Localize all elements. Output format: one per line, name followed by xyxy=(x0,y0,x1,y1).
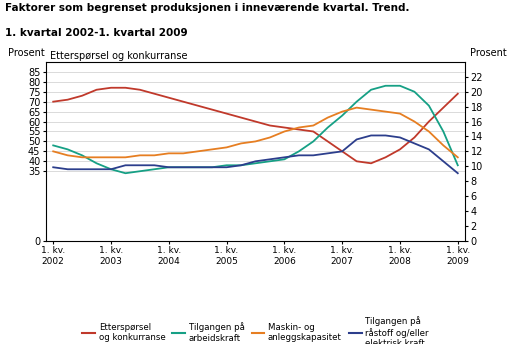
Text: Prosent: Prosent xyxy=(8,49,45,58)
Text: 1. kvartal 2002-1. kvartal 2009: 1. kvartal 2002-1. kvartal 2009 xyxy=(5,28,188,37)
Legend: Etterspørsel
og konkurranse, Tilgangen på
arbeidskraft, Maskin- og
anleggskapasi: Etterspørsel og konkurranse, Tilgangen p… xyxy=(79,313,432,344)
Text: Prosent: Prosent xyxy=(470,49,507,58)
Text: Etterspørsel og konkurranse: Etterspørsel og konkurranse xyxy=(50,51,188,61)
Text: Faktorer som begrenset produksjonen i inneværende kvartal. Trend.: Faktorer som begrenset produksjonen i in… xyxy=(5,3,410,13)
